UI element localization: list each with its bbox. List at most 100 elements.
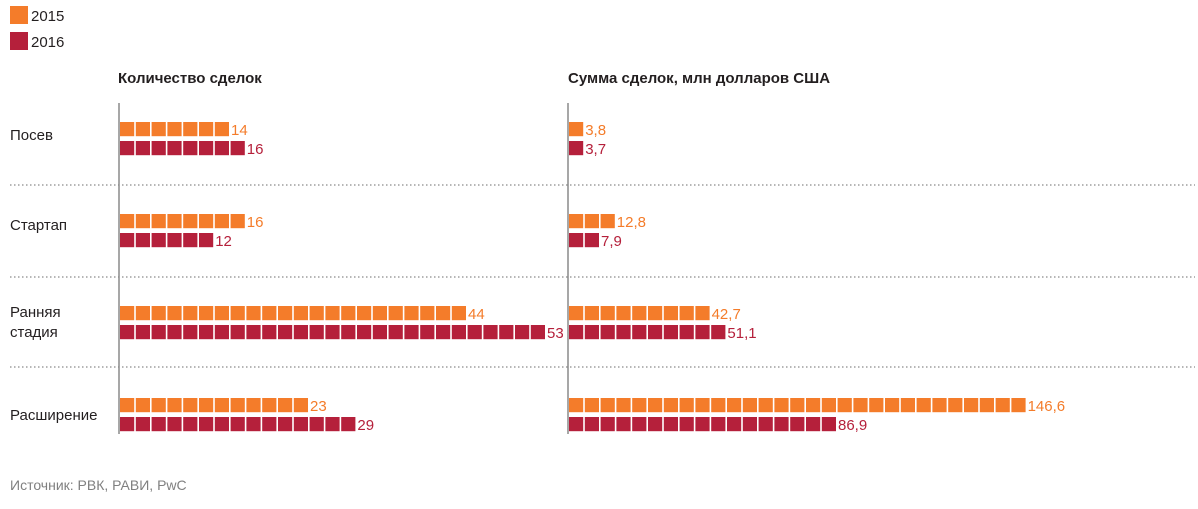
bar-square-2016	[341, 417, 356, 432]
bar-square-2016	[632, 417, 647, 432]
bar-square-2016	[584, 417, 599, 432]
bar-square-2016	[262, 325, 277, 340]
data-label-2015: 12,8	[617, 214, 646, 231]
data-label-2016: 29	[357, 417, 374, 434]
bar-square-2015	[199, 306, 214, 321]
bar-square-2016	[806, 417, 821, 432]
bar-square-2016	[325, 325, 340, 340]
bar-square-2015	[616, 398, 631, 413]
bar-square-2016	[230, 417, 245, 432]
bar-square-2016	[230, 141, 245, 156]
bar-square-2015	[357, 306, 372, 321]
bar-square-2016	[341, 325, 356, 340]
bar-square-2015	[167, 122, 182, 137]
bar-square-2016	[648, 417, 663, 432]
bar-square-2016	[214, 417, 229, 432]
bar-square-2015	[632, 398, 647, 413]
bar-square-2016	[467, 325, 482, 340]
bar-square-2015	[135, 398, 150, 413]
bar-square-2016	[120, 417, 135, 432]
bar-square-2015	[758, 398, 773, 413]
bar-square-2015	[420, 306, 435, 321]
bar-square-2016	[742, 417, 757, 432]
bar-square-2015	[214, 122, 229, 137]
bar-square-2016	[679, 417, 694, 432]
bar-square-2016	[483, 325, 498, 340]
bar-square-2016	[293, 325, 308, 340]
bar-square-2016	[515, 325, 530, 340]
bar-square-2015	[932, 398, 947, 413]
data-label-2016: 53	[547, 325, 564, 342]
bar-square-2016	[648, 325, 663, 340]
bar-square-2016	[821, 417, 836, 432]
bar-square-2016	[695, 417, 710, 432]
bar-square-2016	[183, 417, 198, 432]
bar-square-2016	[584, 233, 599, 248]
bar-square-2016	[167, 141, 182, 156]
bar-square-2015	[584, 398, 599, 413]
bar-square-2015	[167, 214, 182, 229]
bar-square-2015	[372, 306, 387, 321]
bar-square-2016	[199, 417, 214, 432]
bar-square-2015	[167, 398, 182, 413]
bar-square-2016	[663, 417, 678, 432]
bar-square-2016	[214, 141, 229, 156]
bar-square-2015	[135, 122, 150, 137]
bar-square-2015	[979, 398, 994, 413]
bar-square-2016	[151, 417, 166, 432]
bar-square-2016	[790, 417, 805, 432]
bar-square-2016	[135, 141, 150, 156]
bar-square-2015	[436, 306, 451, 321]
bar-square-2015	[821, 398, 836, 413]
bar-square-2016	[569, 417, 584, 432]
bar-square-2015	[293, 398, 308, 413]
bar-square-2015	[214, 306, 229, 321]
bar-square-2016	[663, 325, 678, 340]
bar-square-2015	[885, 398, 900, 413]
bar-square-2016	[167, 233, 182, 248]
bar-square-2016	[404, 325, 419, 340]
bar-square-2016	[246, 417, 261, 432]
category-label: стадия	[10, 324, 58, 341]
bar-square-2015	[1011, 398, 1026, 413]
bar-square-2015	[806, 398, 821, 413]
bar-square-2015	[246, 398, 261, 413]
bar-square-2015	[648, 398, 663, 413]
bar-square-2015	[230, 306, 245, 321]
bar-square-2016	[214, 325, 229, 340]
bar-square-2016	[183, 141, 198, 156]
bar-square-2016	[499, 325, 514, 340]
bar-square-2015	[616, 306, 631, 321]
bar-square-2015	[262, 398, 277, 413]
bar-square-2015	[632, 306, 647, 321]
bar-square-2015	[679, 398, 694, 413]
bar-square-2016	[774, 417, 789, 432]
bar-square-2015	[853, 398, 868, 413]
bar-square-2016	[167, 417, 182, 432]
bar-square-2015	[900, 398, 915, 413]
data-label-2015: 44	[468, 306, 485, 323]
bar-square-2016	[600, 325, 615, 340]
bar-square-2016	[230, 325, 245, 340]
bar-square-2016	[420, 325, 435, 340]
bar-square-2016	[135, 325, 150, 340]
bar-square-2015	[569, 122, 584, 137]
bar-square-2015	[151, 306, 166, 321]
data-label-2016: 51,1	[727, 325, 756, 342]
bar-square-2015	[916, 398, 931, 413]
data-label-2015: 14	[231, 122, 248, 139]
category-label: Ранняя	[10, 304, 61, 321]
bar-square-2015	[151, 398, 166, 413]
bar-square-2016	[530, 325, 545, 340]
bar-square-2015	[727, 398, 742, 413]
bar-square-2016	[199, 325, 214, 340]
bar-square-2016	[584, 325, 599, 340]
bar-square-2015	[230, 398, 245, 413]
bar-square-2016	[600, 417, 615, 432]
bar-square-2016	[183, 325, 198, 340]
bar-square-2015	[120, 214, 135, 229]
data-label-2016: 16	[247, 141, 264, 158]
bar-square-2015	[964, 398, 979, 413]
bar-square-2015	[451, 306, 466, 321]
bar-square-2015	[278, 306, 293, 321]
